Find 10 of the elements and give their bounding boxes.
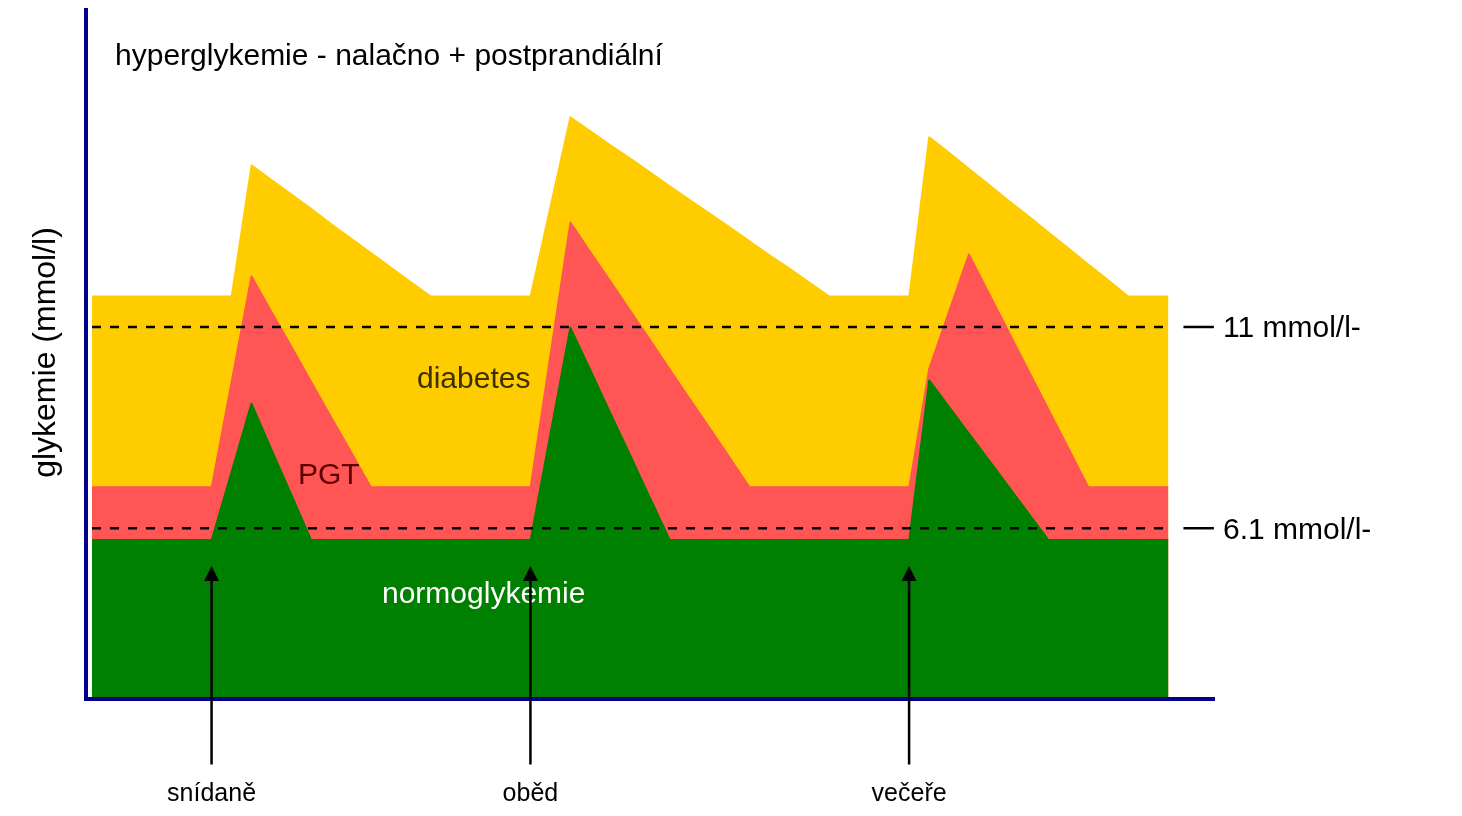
x-tick-label: oběd [502, 778, 559, 806]
y-axis-title: glykemie (mmol/l) [25, 227, 62, 478]
chart-title: hyperglykemie - nalačno + postprandiální [115, 38, 664, 72]
annotation: PGT [298, 457, 360, 490]
ref-line-label: 11 mmol/l- [1223, 310, 1361, 343]
annotation: normoglykemie [382, 576, 586, 609]
x-tick-label: večeře [871, 778, 947, 806]
annotation: diabetes [417, 361, 531, 394]
x-tick-label: snídaně [167, 778, 257, 806]
ref-line-label: 6.1 mmol/l- [1223, 512, 1372, 545]
